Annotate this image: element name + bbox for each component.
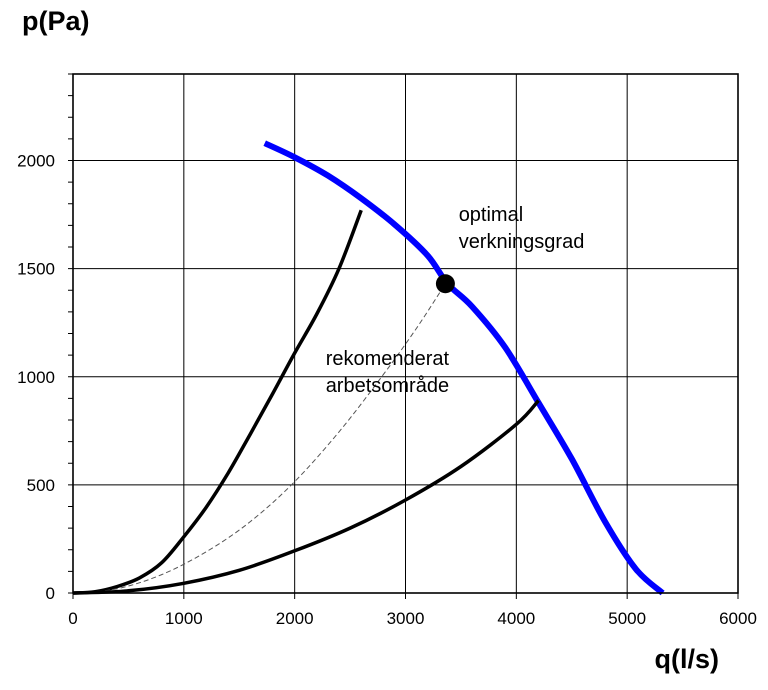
x-tick-label: 1000 — [165, 609, 203, 628]
x-tick-label: 3000 — [387, 609, 425, 628]
x-axis-label: q(l/s) — [655, 644, 720, 674]
y-tick-label: 1500 — [17, 260, 55, 279]
x-tick-label: 5000 — [608, 609, 646, 628]
series — [72, 140, 665, 596]
x-tick-label: 2000 — [276, 609, 314, 628]
x-tick-label: 4000 — [497, 609, 535, 628]
system-curve-optimal-line — [72, 283, 446, 594]
x-tick-label: 0 — [68, 609, 77, 628]
y-axis-label: p(Pa) — [22, 6, 90, 36]
x-tick-label: 6000 — [719, 609, 757, 628]
annotation-recommended-range: rekomenderat arbetsområde — [326, 348, 450, 397]
plot-frame — [72, 73, 739, 594]
minor-ticks — [68, 73, 739, 599]
system-curve-lower-limit-line — [72, 399, 540, 595]
grid — [72, 74, 739, 594]
annotation-optimal-efficiency: optimal verkningsgrad — [459, 204, 585, 253]
annotations: optimal verkningsgrad rekomenderat arbetsom… — [326, 204, 585, 397]
y-tick-label: 1000 — [17, 368, 55, 387]
y-tick-label: 0 — [46, 584, 55, 603]
system-curve-upper-limit-line — [72, 209, 363, 595]
markers — [435, 274, 455, 294]
optimal-point-marker — [435, 274, 455, 294]
tick-labels: 0 1000 2000 3000 4000 5000 6000 0 500 1000 1500 200… — [17, 152, 757, 629]
y-tick-label: 2000 — [17, 152, 55, 171]
y-tick-label: 500 — [27, 476, 55, 495]
fan-curve-line — [263, 140, 665, 596]
